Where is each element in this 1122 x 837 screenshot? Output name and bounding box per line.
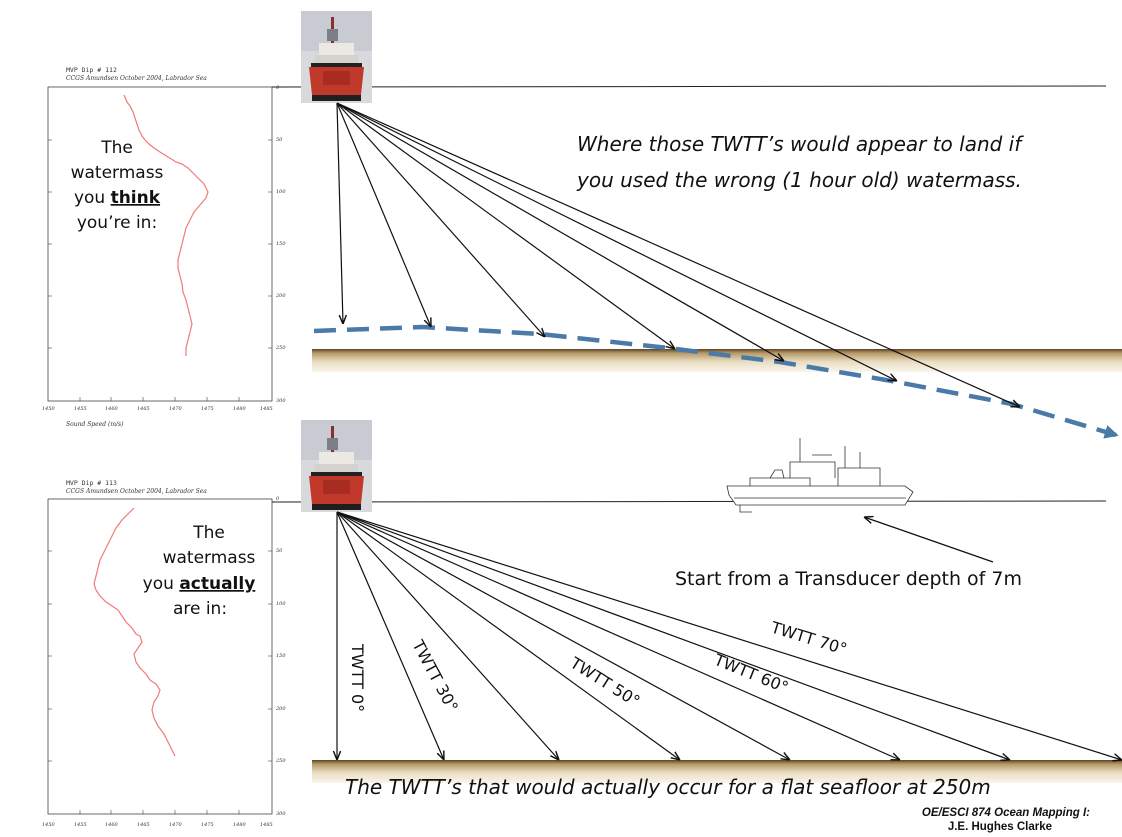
top-beam-arrow xyxy=(336,102,343,324)
top-x-tick: 1460 xyxy=(105,406,119,412)
bottom-beam-arrow xyxy=(336,511,680,760)
bottom-y-tick: 300 xyxy=(276,811,286,817)
top-beam-arrow xyxy=(336,102,784,361)
beam-label-30: TWTT 30° xyxy=(408,636,462,715)
transducer-note: Start from a Transducer depth of 7m xyxy=(675,568,1022,590)
bottom-x-tick: 1465 xyxy=(137,822,150,828)
bottom-x-tick: 1450 xyxy=(42,822,56,828)
bottom-beam-arrow xyxy=(336,511,444,760)
top-panel: Where those TWTT’s would appear to land … xyxy=(271,11,1122,439)
bottom-x-tick: 1480 xyxy=(233,822,247,828)
top-sound-speed-curve xyxy=(123,94,209,356)
top-x-tick: 1480 xyxy=(233,406,247,412)
bottom-caption: The TWTT’s that would actually occur for… xyxy=(345,775,991,799)
transducer-arrow xyxy=(864,517,994,563)
top-sea-surface xyxy=(271,85,1107,88)
apparent-seafloor-line xyxy=(313,324,1119,439)
bottom-seafloor xyxy=(312,760,1122,783)
top-y-tick: 300 xyxy=(276,398,286,404)
top-y-tick: 100 xyxy=(276,189,286,195)
top-seafloor xyxy=(312,349,1122,372)
top-note-line-4: you’re in: xyxy=(77,213,157,233)
bottom-note-emphasis: actually xyxy=(179,574,255,594)
top-beam-arrow xyxy=(336,102,675,349)
top-x-tick: 1465 xyxy=(137,406,150,412)
bottom-y-tick: 0 xyxy=(276,496,280,502)
author-credit: J.E. Hughes Clarke xyxy=(948,821,1052,833)
bottom-panel: Start from a Transducer depth of 7m TWTT… xyxy=(271,420,1122,799)
top-x-tick: 1475 xyxy=(201,406,214,412)
bottom-note-line-2: watermass xyxy=(163,548,256,568)
ship-outline-icon xyxy=(726,438,914,513)
top-ship-icon xyxy=(301,11,372,103)
bottom-note-line-3: you actually xyxy=(143,574,256,594)
bottom-sea-surface xyxy=(271,500,1107,503)
bottom-x-tick: 1455 xyxy=(74,822,87,828)
top-x-tick: 1450 xyxy=(42,406,56,412)
top-x-tick: 1470 xyxy=(169,406,183,412)
bottom-beam-arrows xyxy=(336,511,1122,760)
bottom-sound-speed-profile: MVP Dip # 113 CCGS Amundsen October 2004… xyxy=(42,479,286,828)
bottom-x-tick: 1460 xyxy=(105,822,119,828)
top-profile-subtitle: CCGS Amundsen October 2004, Labrador Sea xyxy=(66,75,207,82)
top-beam-arrow xyxy=(336,102,897,381)
top-y-tick: 250 xyxy=(275,345,286,351)
top-beam-arrow xyxy=(336,102,431,327)
top-x-tick: 1455 xyxy=(74,406,87,412)
beam-label-0: TWTT 0° xyxy=(348,643,367,712)
top-x-tick: 1485 xyxy=(260,406,273,412)
bottom-beam-arrow xyxy=(336,511,1010,760)
bottom-x-tick: 1470 xyxy=(169,822,183,828)
bottom-sound-speed-curve xyxy=(93,507,176,757)
top-note-line-2: watermass xyxy=(71,163,164,183)
bottom-profile-title: MVP Dip # 113 xyxy=(66,479,117,487)
bottom-beam-arrow xyxy=(336,511,559,760)
top-note-emphasis: think xyxy=(111,188,161,208)
top-beam-arrow xyxy=(336,102,545,337)
top-y-tick: 200 xyxy=(275,293,286,299)
top-note-line-1: The xyxy=(100,138,133,158)
bottom-profile-subtitle: CCGS Amundsen October 2004, Labrador Sea xyxy=(66,488,207,495)
top-caption-line-2: you used the wrong (1 hour old) watermas… xyxy=(576,168,1022,192)
bottom-beam-arrow xyxy=(336,511,790,760)
bottom-note-line-4: are in: xyxy=(173,599,227,619)
top-beam-arrows xyxy=(336,102,1020,407)
bottom-note-line-1: The xyxy=(192,523,225,543)
top-y-tick: 150 xyxy=(276,241,286,247)
bottom-beam-arrow xyxy=(336,511,900,760)
bottom-profile-frame-ticks xyxy=(48,550,272,814)
bottom-y-tick: 250 xyxy=(275,758,286,764)
bottom-ship-icon xyxy=(301,420,372,512)
beam-label-60: TWTT 60° xyxy=(711,650,792,697)
course-credit: OE/ESCI 874 Ocean Mapping I: xyxy=(922,807,1090,819)
top-note-line-3: you think xyxy=(74,188,161,208)
top-profile-frame-ticks xyxy=(48,139,272,401)
bottom-y-tick: 100 xyxy=(276,601,286,607)
bottom-y-tick: 200 xyxy=(275,706,286,712)
bottom-y-tick: 50 xyxy=(276,548,283,554)
bottom-y-tick: 150 xyxy=(276,653,286,659)
top-beam-arrow xyxy=(336,102,1020,407)
top-profile-frame xyxy=(47,86,273,402)
top-y-tick: 50 xyxy=(276,137,283,143)
beam-label-50: TWTT 50° xyxy=(566,653,643,711)
top-profile-xlabel: Sound Speed (m/s) xyxy=(66,421,124,428)
bottom-profile-frame xyxy=(47,498,273,815)
top-y-tick: 0 xyxy=(276,85,280,91)
top-caption-line-1: Where those TWTT’s would appear to land … xyxy=(577,132,1024,156)
bottom-x-tick: 1475 xyxy=(201,822,214,828)
bottom-beam-arrow xyxy=(336,511,1122,760)
top-sound-speed-profile: MVP Dip # 112 CCGS Amundsen October 2004… xyxy=(42,66,286,428)
top-profile-title: MVP Dip # 112 xyxy=(66,66,117,74)
bottom-x-tick: 1485 xyxy=(260,822,273,828)
